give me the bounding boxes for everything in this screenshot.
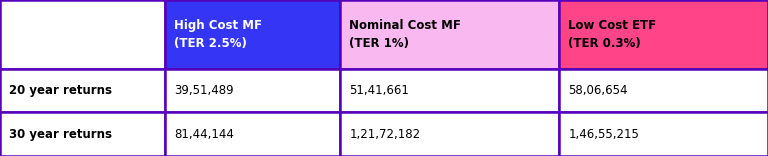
Bar [340, 112, 559, 156]
Text: 81,44,144: 81,44,144 [174, 128, 234, 141]
Text: 1,46,55,215: 1,46,55,215 [568, 128, 639, 141]
Text: 30 year returns: 30 year returns [9, 128, 112, 141]
Bar [559, 112, 768, 156]
Text: Low Cost ETF
(TER 0.3%): Low Cost ETF (TER 0.3%) [568, 19, 657, 50]
Text: 39,51,489: 39,51,489 [174, 84, 234, 97]
Bar [340, 69, 559, 112]
Text: High Cost MF
(TER 2.5%): High Cost MF (TER 2.5%) [174, 19, 263, 50]
Bar [559, 69, 768, 112]
Text: 20 year returns: 20 year returns [9, 84, 112, 97]
Bar [0, 0, 165, 69]
Bar [559, 0, 768, 69]
Bar [165, 112, 340, 156]
Bar [165, 69, 340, 112]
Text: 58,06,654: 58,06,654 [568, 84, 627, 97]
Bar [0, 112, 165, 156]
Text: Nominal Cost MF
(TER 1%): Nominal Cost MF (TER 1%) [349, 19, 462, 50]
Bar [165, 0, 340, 69]
Bar [0, 69, 165, 112]
Text: 1,21,72,182: 1,21,72,182 [349, 128, 421, 141]
Text: 51,41,661: 51,41,661 [349, 84, 409, 97]
Bar [340, 0, 559, 69]
